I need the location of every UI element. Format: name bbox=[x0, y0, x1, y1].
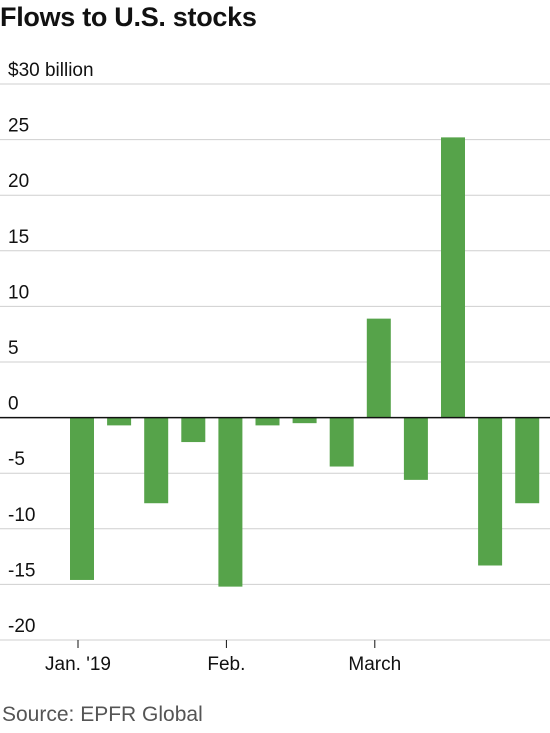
y-tick-label: 15 bbox=[8, 227, 29, 248]
bar bbox=[441, 137, 465, 418]
bar bbox=[403, 417, 428, 480]
y-tick-label: 20 bbox=[8, 171, 29, 192]
y-tick-label: -5 bbox=[8, 449, 25, 470]
y-tick-label: 0 bbox=[8, 394, 19, 415]
bar bbox=[255, 417, 280, 426]
y-tick-label: -10 bbox=[8, 505, 35, 526]
bar bbox=[181, 417, 206, 443]
y-tick-label: 10 bbox=[8, 282, 29, 303]
bars bbox=[70, 137, 540, 587]
bar bbox=[515, 417, 540, 504]
x-tick-label: March bbox=[348, 654, 401, 675]
bar bbox=[70, 417, 94, 580]
source-note: Source: EPFR Global bbox=[2, 703, 203, 726]
bar bbox=[218, 417, 243, 587]
bar bbox=[329, 417, 354, 467]
y-tick-label: -20 bbox=[8, 616, 35, 637]
chart-title: Flows to U.S. stocks bbox=[0, 2, 257, 32]
bar bbox=[107, 417, 132, 426]
bar-chart: $30 billion 25 20 15 10 5 0 -5 -10 -15 -20 Jan. '19… bbox=[0, 60, 550, 675]
bar bbox=[144, 417, 169, 504]
y-tick-label: -15 bbox=[8, 560, 35, 581]
x-tick-label: Jan. '19 bbox=[45, 654, 111, 675]
bar bbox=[478, 417, 503, 566]
x-tick-label: Feb. bbox=[207, 654, 245, 675]
bar bbox=[366, 318, 391, 418]
axes: $30 billion 25 20 15 10 5 0 -5 -10 -15 -20 Jan. '19… bbox=[0, 60, 550, 675]
y-tick-label: 25 bbox=[8, 116, 29, 137]
bar bbox=[292, 417, 317, 424]
y-tick-label: $30 billion bbox=[8, 60, 94, 81]
y-tick-label: 5 bbox=[8, 338, 19, 359]
